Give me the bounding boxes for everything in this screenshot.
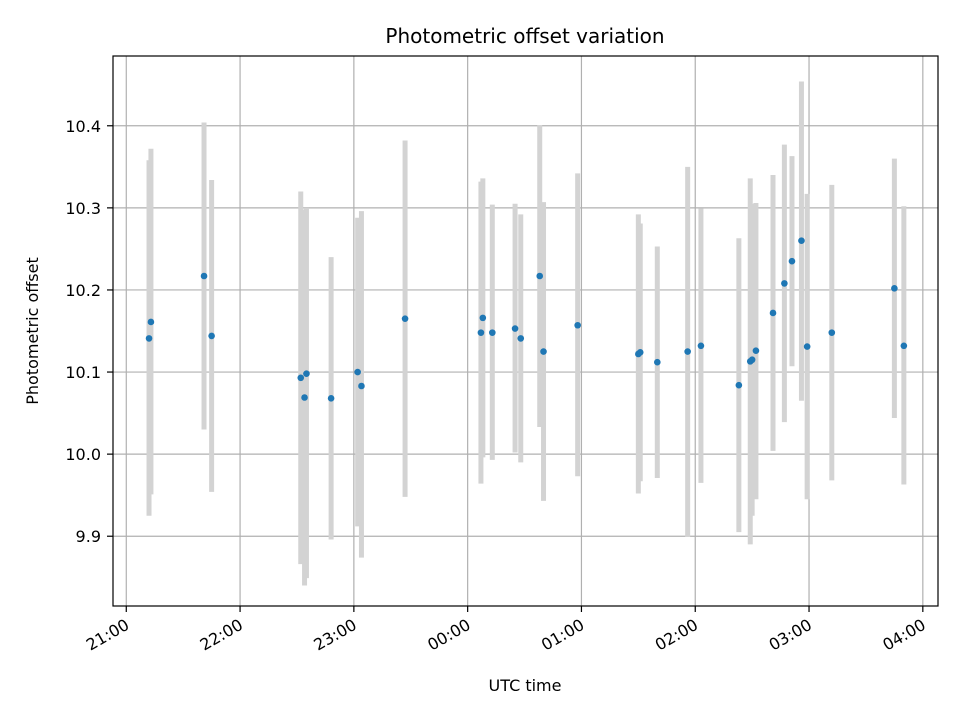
data-point bbox=[540, 348, 547, 355]
data-point bbox=[891, 285, 898, 292]
y-tick-label: 10.2 bbox=[65, 281, 101, 300]
x-axis-label: UTC time bbox=[489, 676, 562, 695]
data-point bbox=[788, 257, 796, 265]
data-point bbox=[200, 272, 208, 280]
data-point bbox=[297, 374, 305, 382]
plot-frame bbox=[112, 55, 939, 607]
data-point bbox=[654, 358, 661, 366]
data-point bbox=[828, 329, 836, 336]
data-point bbox=[798, 237, 805, 245]
y-axis-ticks: 9.9 10.0 10.1 10.2 10.3 10.4 bbox=[65, 117, 113, 546]
data-point bbox=[697, 342, 705, 350]
data-point bbox=[517, 335, 525, 342]
data-point bbox=[684, 348, 691, 355]
data-point bbox=[511, 325, 519, 332]
data-point bbox=[479, 314, 487, 322]
y-tick-label: 10.4 bbox=[65, 117, 101, 136]
chart-title: Photometric offset variation bbox=[385, 24, 664, 48]
data-point bbox=[536, 272, 544, 280]
y-tick-label: 10.0 bbox=[65, 445, 101, 464]
y-tick-label: 9.9 bbox=[76, 527, 101, 546]
data-point bbox=[358, 382, 365, 390]
data-point bbox=[748, 356, 756, 364]
data-point bbox=[752, 347, 760, 355]
data-point bbox=[769, 309, 777, 317]
data-point bbox=[477, 329, 485, 336]
data-point bbox=[735, 381, 743, 389]
data-point bbox=[803, 343, 811, 350]
data-point bbox=[303, 370, 310, 377]
data-point bbox=[208, 332, 215, 340]
y-axis-label: Photometric offset bbox=[23, 257, 42, 405]
y-tick-label: 10.3 bbox=[65, 199, 101, 218]
data-point bbox=[401, 315, 409, 322]
data-point bbox=[147, 318, 155, 326]
data-point bbox=[145, 335, 153, 342]
data-point bbox=[574, 321, 581, 329]
data-point bbox=[781, 280, 788, 287]
data-point bbox=[900, 342, 908, 350]
data-point bbox=[301, 394, 308, 401]
data-point bbox=[354, 368, 361, 376]
y-tick-label: 10.1 bbox=[65, 363, 101, 382]
data-point bbox=[327, 395, 335, 402]
data-point bbox=[636, 349, 644, 356]
data-point bbox=[489, 329, 496, 336]
data-points bbox=[145, 237, 908, 402]
